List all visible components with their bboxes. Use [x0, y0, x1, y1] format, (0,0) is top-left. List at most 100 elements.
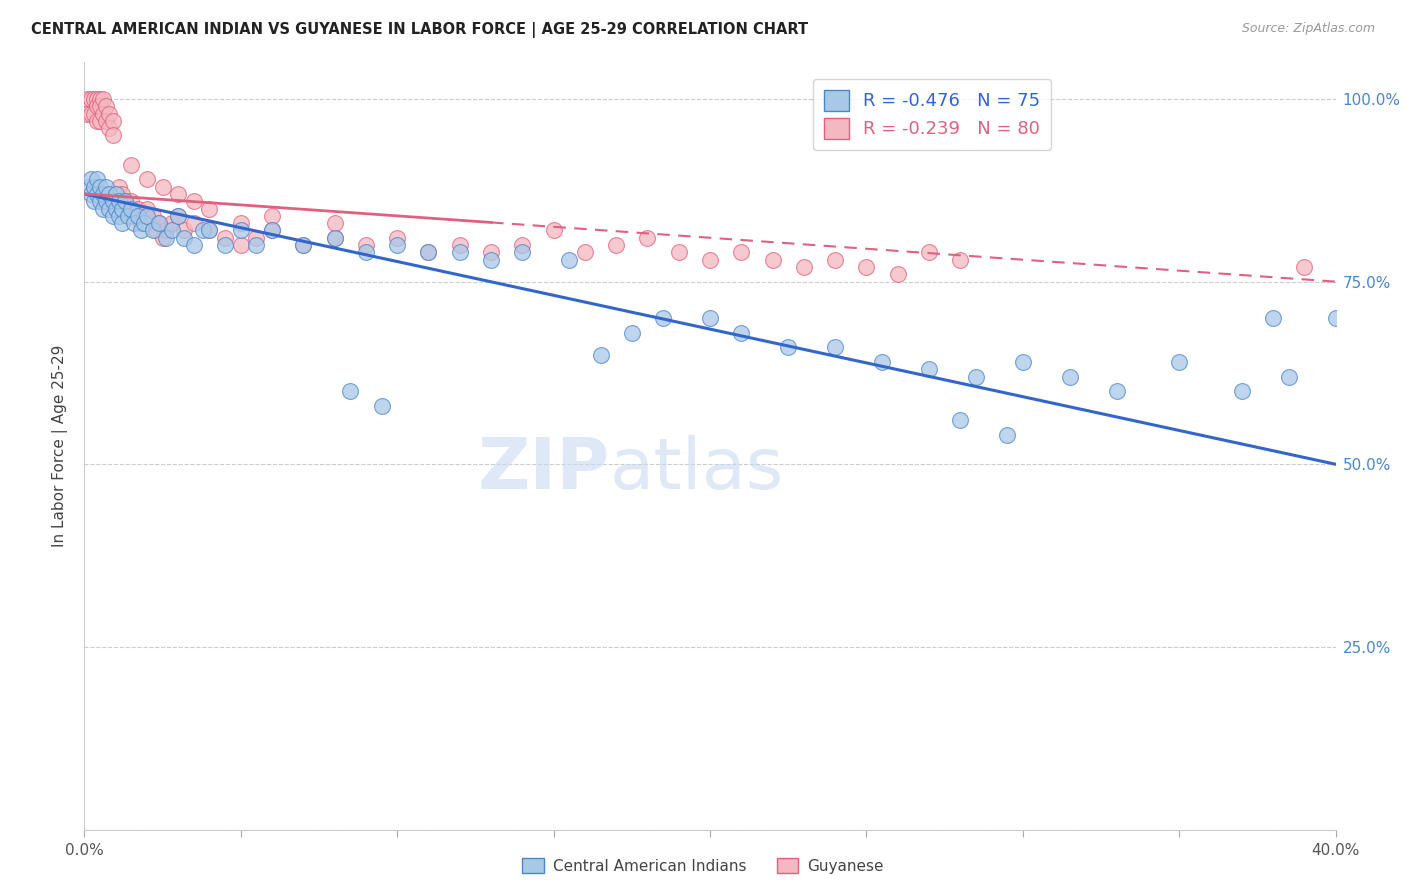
Point — [605, 238, 627, 252]
Point — [91, 186, 114, 201]
Point — [96, 99, 118, 113]
Point — [887, 268, 910, 282]
Point — [918, 362, 941, 376]
Point — [167, 186, 190, 201]
Point — [98, 186, 121, 201]
Point — [173, 223, 195, 237]
Point — [89, 194, 111, 209]
Point — [152, 179, 174, 194]
Point — [354, 238, 377, 252]
Point — [793, 260, 815, 274]
Point — [1294, 260, 1316, 274]
Point — [107, 194, 129, 209]
Text: CENTRAL AMERICAN INDIAN VS GUYANESE IN LABOR FORCE | AGE 25-29 CORRELATION CHART: CENTRAL AMERICAN INDIAN VS GUYANESE IN L… — [31, 22, 808, 38]
Point — [198, 223, 221, 237]
Point — [589, 348, 612, 362]
Point — [668, 245, 690, 260]
Point — [949, 413, 972, 427]
Point — [148, 216, 170, 230]
Point — [142, 209, 165, 223]
Point — [101, 128, 124, 143]
Point — [107, 209, 129, 223]
Point — [89, 179, 111, 194]
Point — [449, 238, 471, 252]
Point — [129, 223, 152, 237]
Point — [139, 216, 162, 230]
Point — [699, 252, 721, 267]
Point — [86, 114, 108, 128]
Point — [824, 252, 846, 267]
Point — [98, 106, 121, 120]
Point — [104, 202, 127, 216]
Point — [114, 194, 136, 209]
Point — [98, 202, 121, 216]
Point — [512, 238, 534, 252]
Point — [824, 340, 846, 354]
Point — [127, 202, 149, 216]
Point — [120, 194, 142, 209]
Point — [1278, 369, 1301, 384]
Point — [107, 179, 129, 194]
Point — [620, 326, 643, 340]
Point — [79, 172, 101, 186]
Point — [965, 369, 987, 384]
Point — [245, 238, 267, 252]
Point — [96, 179, 118, 194]
Point — [79, 106, 101, 120]
Point — [117, 202, 139, 216]
Point — [730, 326, 752, 340]
Point — [124, 216, 146, 230]
Point — [385, 238, 409, 252]
Point — [292, 238, 315, 252]
Point — [1168, 355, 1191, 369]
Point — [574, 245, 596, 260]
Point — [83, 106, 105, 120]
Point — [262, 209, 284, 223]
Point — [136, 209, 159, 223]
Text: ZIP: ZIP — [478, 434, 610, 503]
Point — [107, 194, 129, 209]
Point — [167, 209, 190, 223]
Point — [558, 252, 581, 267]
Point — [155, 223, 177, 237]
Point — [214, 238, 236, 252]
Point — [114, 194, 136, 209]
Point — [193, 223, 215, 237]
Point — [354, 245, 377, 260]
Point — [262, 223, 284, 237]
Point — [479, 245, 502, 260]
Point — [229, 216, 252, 230]
Point — [91, 92, 114, 106]
Point — [83, 179, 105, 194]
Point — [167, 209, 190, 223]
Point — [132, 209, 155, 223]
Point — [86, 92, 108, 106]
Point — [262, 223, 284, 237]
Point — [160, 216, 183, 230]
Text: Source: ZipAtlas.com: Source: ZipAtlas.com — [1241, 22, 1375, 36]
Point — [117, 209, 139, 223]
Point — [83, 194, 105, 209]
Point — [245, 231, 267, 245]
Point — [449, 245, 471, 260]
Point — [1230, 384, 1253, 399]
Point — [111, 202, 134, 216]
Point — [949, 252, 972, 267]
Point — [104, 202, 127, 216]
Point — [148, 216, 170, 230]
Point — [136, 172, 159, 186]
Point — [385, 231, 409, 245]
Point — [479, 252, 502, 267]
Point — [132, 216, 155, 230]
Point — [104, 186, 127, 201]
Point — [104, 186, 127, 201]
Point — [370, 399, 392, 413]
Point — [512, 245, 534, 260]
Point — [183, 238, 205, 252]
Point — [89, 114, 111, 128]
Point — [918, 245, 941, 260]
Point — [1263, 311, 1285, 326]
Point — [152, 231, 174, 245]
Point — [652, 311, 675, 326]
Point — [173, 231, 195, 245]
